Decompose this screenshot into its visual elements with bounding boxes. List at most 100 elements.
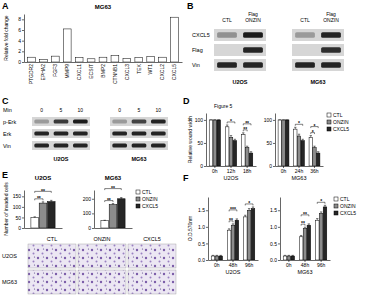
- bar: [87, 59, 95, 62]
- legend-swatch: [136, 204, 140, 208]
- bar: [316, 153, 319, 166]
- legend-swatch: [136, 190, 140, 194]
- bar: [209, 120, 213, 166]
- bar: [63, 29, 71, 62]
- axis-line: [208, 198, 209, 261]
- sig-label: **: [111, 185, 115, 191]
- axis-line: [280, 198, 281, 261]
- annotations: ****: [105, 185, 122, 203]
- y-tick-mark: [22, 217, 24, 218]
- x-tick: 0h: [214, 260, 220, 268]
- bar: [299, 237, 303, 260]
- x-tick-label: 0h: [281, 168, 287, 174]
- y-tick: 50: [266, 140, 275, 146]
- axis: 0h12h18h: [207, 166, 257, 174]
- y-tick-label: 0: [200, 163, 203, 169]
- x-tick: WT1: [147, 62, 153, 75]
- x-tick-label: 24h: [295, 168, 304, 174]
- blot-band: [112, 144, 127, 148]
- chart-title: U2OS: [35, 175, 51, 181]
- error-bar: [242, 133, 244, 135]
- y-tick: 150: [13, 193, 24, 199]
- axis: 0100200: [83, 191, 95, 232]
- y-tick-label: 0: [18, 225, 21, 231]
- bar: [278, 120, 281, 166]
- error-bar: [228, 229, 230, 230]
- blot-column-label: 5: [60, 107, 63, 113]
- sig-label: **: [243, 126, 247, 132]
- blot-strip: [110, 129, 168, 138]
- blot-strip: [110, 141, 168, 150]
- bar: [309, 137, 312, 166]
- bar: [303, 229, 307, 261]
- bar: [235, 220, 239, 260]
- y-tick: 0: [88, 225, 94, 231]
- blot-band: [73, 144, 88, 148]
- sig-label: *: [230, 118, 232, 124]
- chart-subtitle: Figure 5: [214, 103, 233, 109]
- bar: [287, 256, 291, 260]
- blot-cell-label: MG63: [132, 156, 147, 162]
- axis: 0.00.51.01.5: [198, 198, 208, 264]
- axis: 0h48h96h: [281, 260, 331, 268]
- x-tick-label: 96h: [245, 262, 254, 268]
- y-tick: 1.0: [270, 224, 280, 230]
- x-tick: 0h: [212, 166, 218, 174]
- error-bar: [324, 205, 326, 207]
- bar: [31, 217, 39, 228]
- y-tick-label: 50: [15, 215, 21, 221]
- y-tick-mark: [22, 196, 24, 197]
- legend-label: CTL: [333, 112, 343, 118]
- chart: 0.00.51.01.50h48h96h*****MG63CTLONZINCXC…: [270, 196, 356, 275]
- x-tick: 96h: [245, 260, 254, 268]
- x-tick: FGF3: [52, 62, 58, 77]
- bar: [215, 256, 219, 260]
- bar: [251, 209, 255, 260]
- blot-band: [217, 32, 237, 37]
- x-tick-label: 96h: [317, 262, 326, 268]
- y-tick-label: 0.5: [270, 241, 277, 247]
- bar: [307, 225, 311, 260]
- micrograph: [78, 244, 126, 268]
- error-bar: [42, 202, 44, 203]
- x-tick-label: 12h: [227, 168, 236, 174]
- y-tick: 100: [264, 117, 275, 123]
- error-bar: [292, 255, 294, 257]
- blot-strip: [214, 29, 266, 41]
- bar: [147, 57, 155, 62]
- micrograph-row-label: U2OS: [2, 253, 17, 259]
- error-bar: [214, 119, 216, 120]
- blot-column-label: ONZIN: [323, 17, 339, 23]
- y-tick: 4: [18, 38, 24, 44]
- bar: [225, 127, 229, 166]
- y-tick-mark: [92, 213, 94, 214]
- y-tick-label: 1.0: [270, 224, 277, 230]
- error-bar: [310, 136, 312, 138]
- axis: [95, 228, 133, 229]
- sig-label: *: [312, 129, 314, 135]
- y-tick: 0: [18, 59, 24, 65]
- x-tick: 24h: [295, 166, 304, 174]
- blot-band: [132, 120, 147, 124]
- annotations: ***: [295, 120, 318, 134]
- y-tick-label: 2: [18, 48, 21, 54]
- micrograph: [28, 244, 76, 268]
- blot-band: [132, 132, 147, 136]
- bar: [294, 129, 297, 166]
- y-axis-label: Relative wound width: [187, 116, 193, 163]
- y-tick-label: 0.5: [198, 241, 205, 247]
- blot-strip: [292, 59, 344, 71]
- blot-band: [295, 47, 315, 52]
- blot-band: [243, 62, 263, 67]
- sig-label: *: [320, 198, 322, 204]
- plot-area: [101, 198, 125, 228]
- y-tick: 0.5: [270, 241, 280, 247]
- y-tick-label: 1.5: [198, 207, 205, 213]
- blot-band: [295, 32, 315, 37]
- blot-column-label: CTL: [300, 17, 310, 23]
- bar: [135, 58, 143, 62]
- annotations: *****: [227, 118, 251, 132]
- chart-title: MG63: [95, 4, 112, 10]
- bar: [243, 217, 247, 260]
- bar: [283, 256, 287, 260]
